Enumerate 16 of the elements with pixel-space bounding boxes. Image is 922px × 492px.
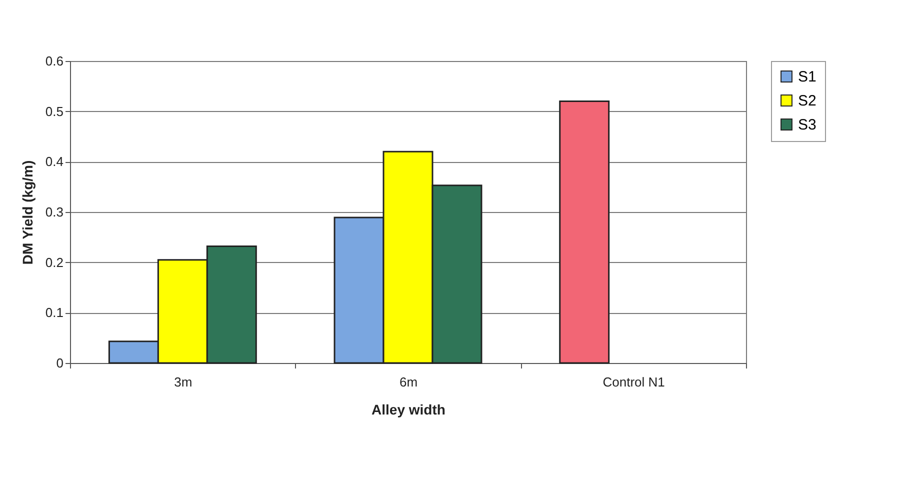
y-tick-label: 0.3 xyxy=(45,204,64,220)
bar xyxy=(559,100,610,364)
x-tick-label: Control N1 xyxy=(602,374,665,390)
y-axis-title: DM Yield (kg/m) xyxy=(19,160,36,265)
y-tick-label: 0.1 xyxy=(45,305,64,320)
y-tick-label: 0.4 xyxy=(45,154,64,170)
x-tick-label: 3m xyxy=(174,374,192,390)
x-axis-title: Alley width xyxy=(372,402,446,418)
legend-label: S2 xyxy=(798,92,816,110)
legend-label: S1 xyxy=(798,68,816,86)
y-tick-label: 0 xyxy=(56,356,64,370)
y-tick-label: 0.2 xyxy=(45,254,64,270)
x-tick-label: 6m xyxy=(399,374,418,390)
y-tick-label: 0.5 xyxy=(45,104,64,119)
legend-label: S3 xyxy=(798,116,816,134)
y-tick-label: 0.6 xyxy=(45,54,64,68)
